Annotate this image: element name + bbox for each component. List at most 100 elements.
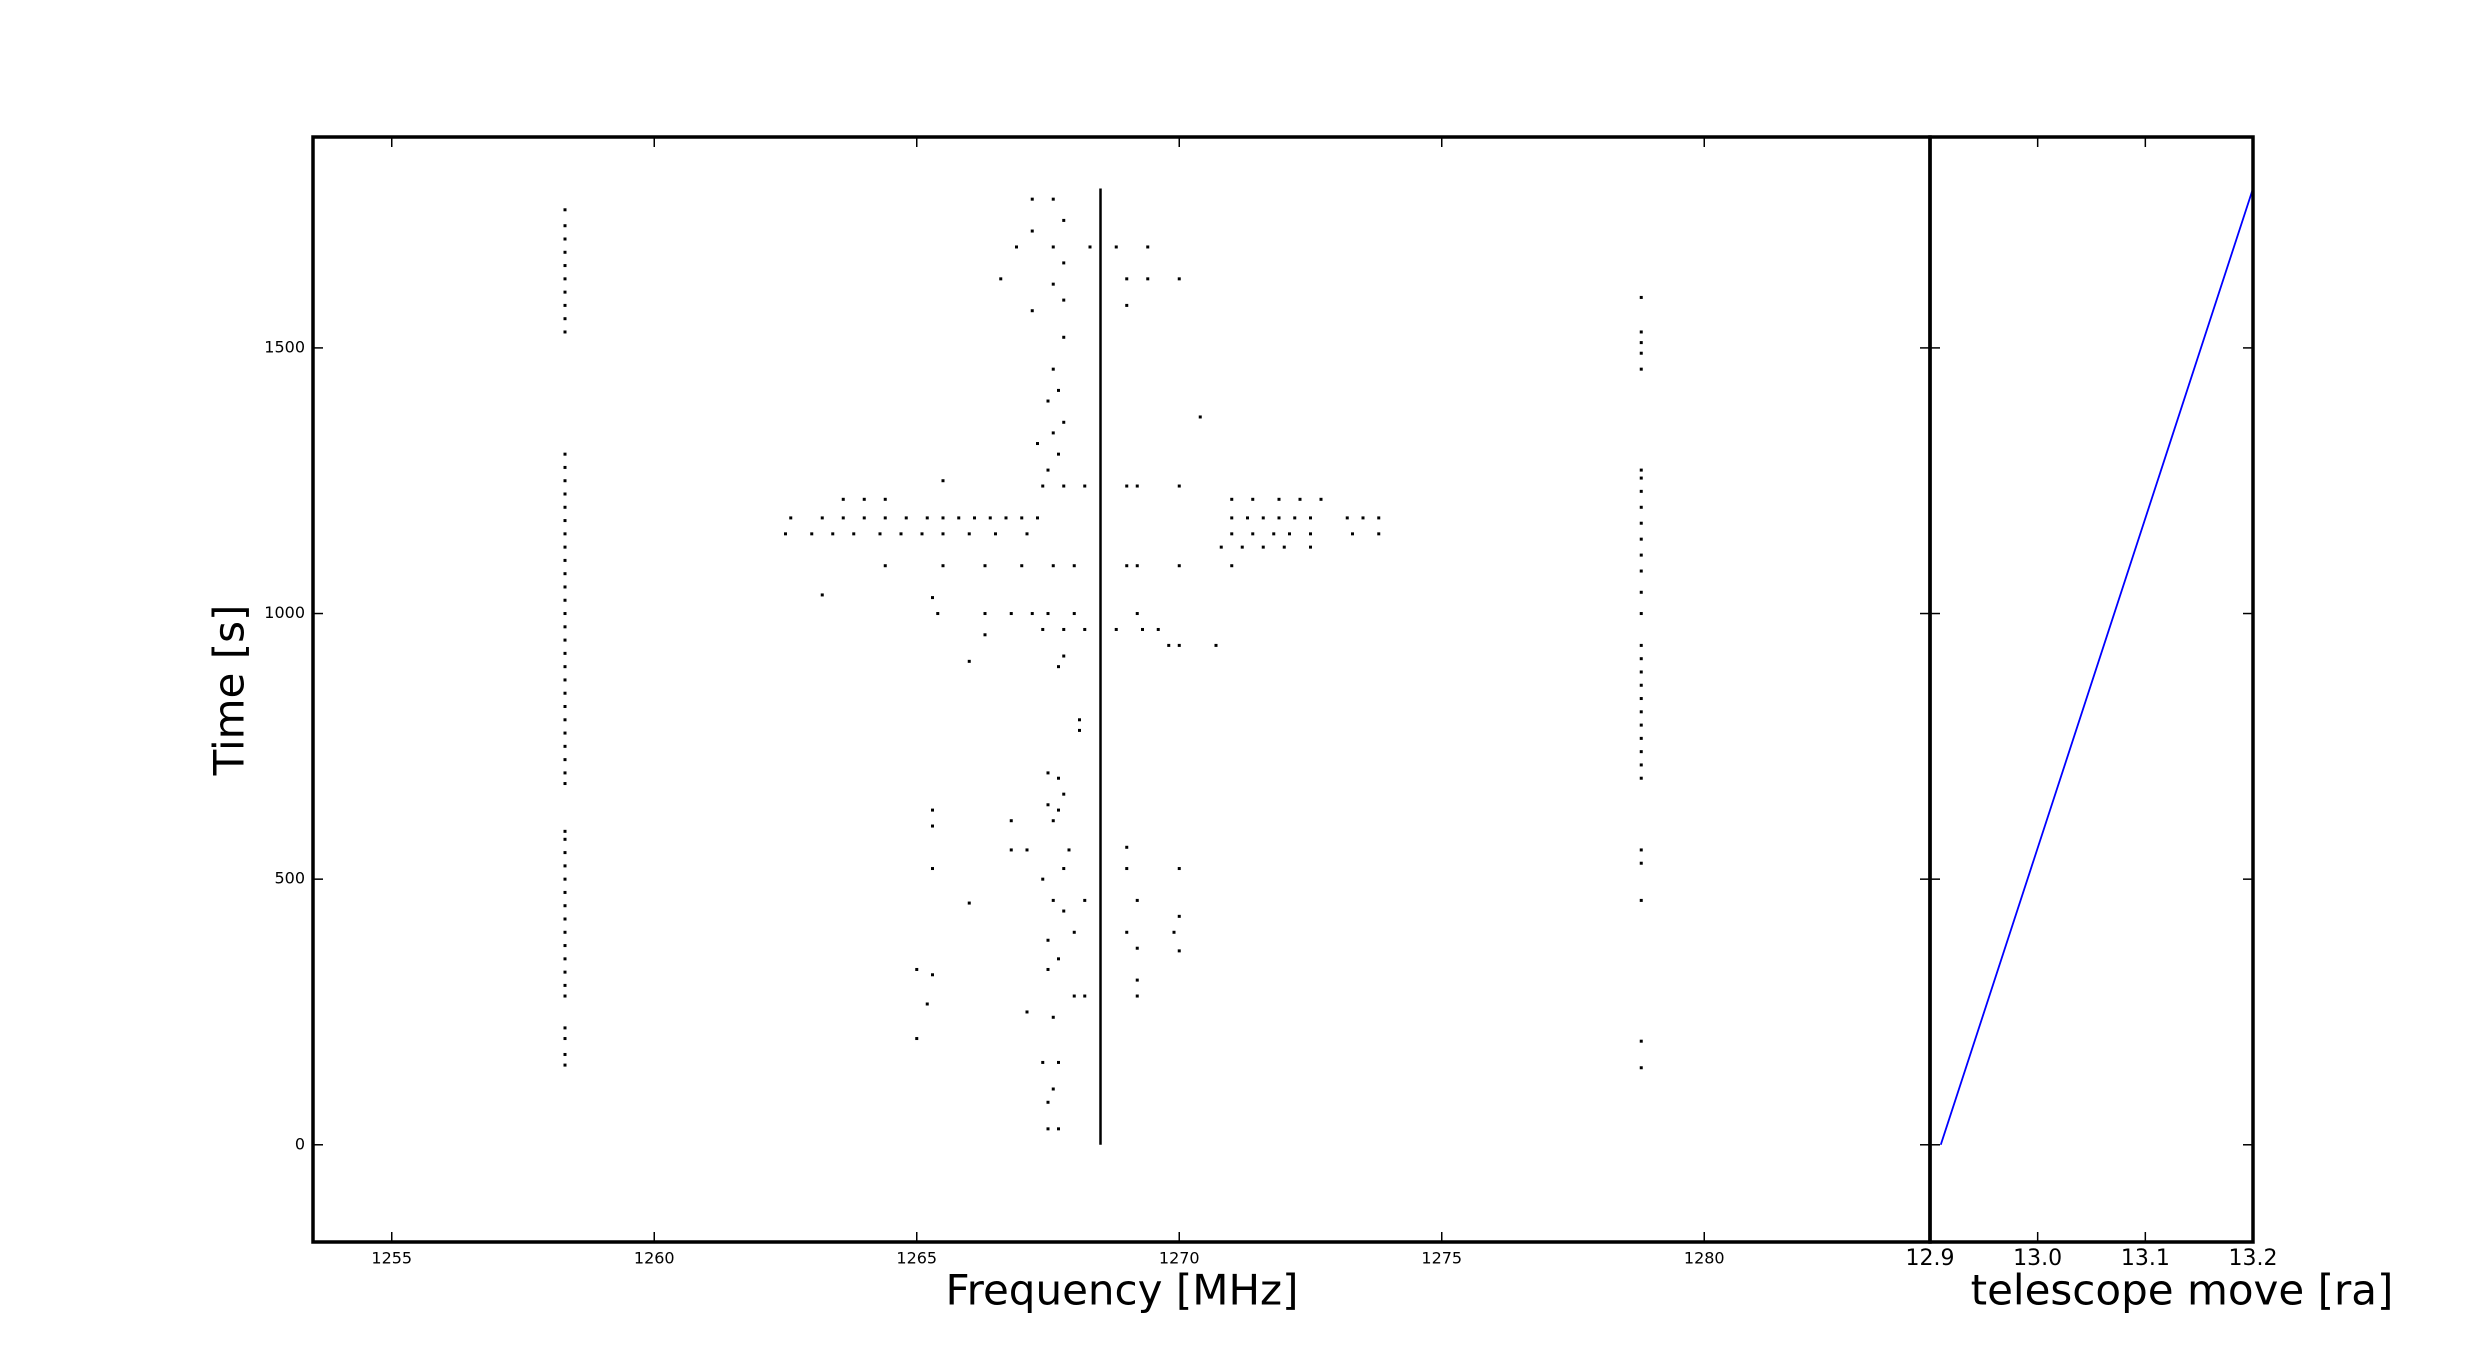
data-point	[1135, 946, 1139, 950]
data-point	[1309, 516, 1312, 520]
data-point	[563, 545, 567, 549]
data-point	[563, 851, 567, 855]
data-point	[1639, 569, 1643, 573]
data-point	[1009, 848, 1013, 852]
data-point	[563, 917, 567, 921]
data-point	[563, 651, 567, 655]
data-point	[1345, 516, 1349, 520]
x-tick-label: 1270	[1159, 1249, 1200, 1268]
data-point	[1639, 476, 1643, 480]
data-point	[1062, 867, 1066, 871]
data-point	[1177, 949, 1181, 953]
data-point	[1046, 803, 1050, 807]
data-point	[1135, 898, 1139, 902]
data-point	[941, 516, 945, 520]
data-point	[563, 691, 567, 695]
data-point	[563, 1026, 567, 1030]
data-point	[1030, 229, 1034, 233]
x-tick-label: 1255	[371, 1249, 412, 1268]
data-point	[563, 479, 567, 483]
data-point	[1639, 848, 1643, 852]
data-point	[563, 731, 567, 735]
data-point	[1078, 718, 1081, 722]
data-point	[1639, 590, 1643, 594]
plot-frame	[1928, 135, 2255, 1244]
data-point	[1639, 1039, 1643, 1043]
y-tick-label: 500	[274, 869, 305, 888]
data-point	[1051, 564, 1055, 568]
data-point	[1639, 612, 1643, 616]
data-point	[563, 864, 567, 868]
data-point	[1125, 277, 1129, 281]
data-point	[1125, 303, 1129, 307]
data-point	[1214, 643, 1218, 647]
data-point	[1062, 792, 1066, 796]
data-point	[1639, 683, 1643, 687]
data-line	[1939, 188, 2254, 1146]
data-point	[1177, 484, 1181, 488]
y-tick-label: 1000	[264, 603, 305, 622]
data-point	[1015, 245, 1018, 249]
data-point	[1041, 1060, 1045, 1064]
data-point	[1177, 643, 1181, 647]
data-point	[1072, 994, 1076, 998]
data-point	[563, 904, 567, 908]
data-point	[931, 867, 934, 871]
data-point	[883, 516, 887, 520]
data-point	[920, 532, 924, 536]
data-point	[1172, 930, 1176, 934]
data-point	[1051, 245, 1055, 249]
data-point	[999, 277, 1003, 281]
y-tick-label: 1500	[264, 337, 305, 356]
data-point	[563, 585, 567, 589]
data-point	[904, 516, 908, 520]
data-point	[925, 1002, 929, 1006]
data-point	[1639, 553, 1643, 557]
data-point	[563, 224, 567, 228]
data-point	[1639, 736, 1643, 740]
data-point	[1246, 516, 1249, 520]
data-point	[1072, 930, 1076, 934]
data-point	[1639, 657, 1643, 661]
data-point	[1261, 516, 1265, 520]
data-point	[563, 837, 567, 841]
data-point	[1219, 545, 1223, 549]
data-point	[1062, 420, 1066, 424]
data-point	[1088, 245, 1092, 249]
data-point	[957, 516, 961, 520]
data-point	[1025, 532, 1029, 536]
data-point	[563, 465, 567, 469]
data-point	[1051, 367, 1055, 371]
data-point	[810, 532, 814, 536]
y-axis-label: Time [s]	[205, 605, 254, 777]
data-point	[563, 983, 567, 987]
data-point	[1639, 763, 1643, 767]
data-point	[1051, 1015, 1055, 1019]
data-point	[1057, 808, 1060, 812]
data-point	[1146, 245, 1150, 249]
data-point	[1277, 516, 1281, 520]
data-point	[1072, 612, 1076, 616]
data-point	[1639, 723, 1643, 727]
data-point	[1639, 750, 1643, 754]
plot-frame	[311, 135, 1932, 1244]
data-point	[967, 901, 971, 905]
data-point	[1030, 612, 1034, 616]
data-point	[1062, 298, 1066, 302]
x-tick-label: 1280	[1684, 1249, 1725, 1268]
data-point	[1025, 848, 1029, 852]
data-point	[1062, 484, 1066, 488]
data-point	[1639, 670, 1643, 674]
data-point	[1125, 930, 1129, 934]
data-point	[1639, 521, 1643, 525]
data-point	[1177, 564, 1181, 568]
data-point	[1230, 516, 1234, 520]
x-tick-label: 13.2	[2229, 1246, 2278, 1271]
data-point	[563, 970, 567, 974]
data-point	[1177, 277, 1181, 281]
data-point	[1361, 516, 1365, 520]
data-point	[1639, 861, 1643, 865]
data-point	[1272, 532, 1276, 536]
